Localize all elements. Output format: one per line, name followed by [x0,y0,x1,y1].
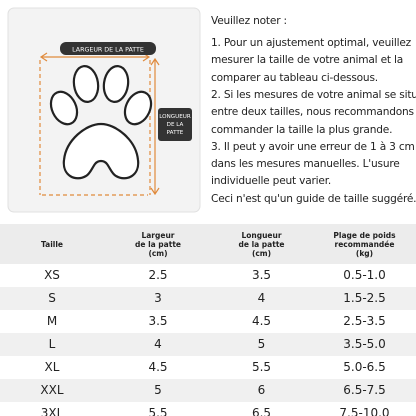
table-cell: 2.5-3.5 [343,314,386,328]
table-cell: 5 [257,337,266,351]
note-line: individuelle peut varier. [211,175,332,188]
table-cell: 4 [257,291,266,305]
note-line: mesurer la taille de votre animal et la [211,54,404,67]
table-cell: M [46,314,58,328]
header-line: (kg) [355,248,374,258]
header-line: Longueur [241,230,282,240]
paw [49,64,153,180]
header-cell: Longueur de la patte (cm) [210,226,313,262]
table-cell: 2.5 [148,268,168,282]
note-line: 1. Pour un ajustement optimal, veuillez [211,37,412,49]
table-cell: XS [44,268,60,282]
note-line: commander la taille la plus grande. [211,123,393,136]
guides [39,52,160,196]
header-line: Plage de poids [333,230,396,240]
table-cell: 1.5-2.5 [343,291,386,305]
table-cell: 3.5 [148,314,168,328]
table-cell: 5.0-6.5 [343,360,386,374]
table-cell: 4.5 [148,360,168,374]
note-line: comparer au tableau ci-dessous. [211,71,378,84]
table-row: M 3.5 4.5 2.5-3.5 [0,310,416,333]
table-cell: L [48,337,56,351]
table-cell: 0.5-1.0 [343,268,386,282]
table-cell: XL [44,360,60,374]
table-cell: 5.5 [148,406,168,416]
header-line: de la patte [135,239,181,249]
table-cell: 6.5 [251,406,272,416]
header-line: (cm) [251,248,272,258]
note-line: dans les mesures manuelles. L'usure [211,158,400,171]
table-header-bg [0,224,416,264]
header-line: de la patte [238,239,285,249]
table-row: S 3 4 1.5-2.5 [0,287,416,310]
table-cell: 5 [154,383,162,397]
header-line: Taille [40,239,63,249]
header-cell: Taille [0,226,104,262]
note-line: Ceci n'est qu'un guide de taille suggéré… [211,192,416,205]
notes-title: Veuillez noter : [211,15,287,27]
table-cell: S [48,291,56,305]
table-cell: XXL [40,383,64,397]
length-label: DE LA [167,122,184,128]
table-row: L 4 5 3.5-5.0 [0,333,416,356]
length-label-bg [158,108,192,141]
table-cell: 3 [154,291,162,305]
note-line: 2. Si les mesures de votre animal se sit… [211,88,416,101]
header-line: Largeur [141,230,175,240]
width-label-bg [60,42,156,55]
width-label: LARGEUR DE LA PATTE [72,47,144,54]
table-row: 3XL 5.5 6.5 7.5-10.0 [0,402,416,416]
table-cell: 5.5 [251,360,272,374]
table-cell: 6.5-7.5 [343,383,386,397]
table-cell: 4.5 [251,314,272,328]
header-cell: Plage de poids recommandée (kg) [313,226,416,262]
table-cell: 3XL [40,406,64,416]
paw-diagram: LARGEUR DE LA PATTE LONGUEUR DE LA PATTE [7,7,201,213]
note-line: entre deux tailles, nous recommandons de [211,106,416,119]
table-cell: 7.5-10.0 [339,406,390,416]
table-cell: 4 [154,337,162,351]
header-cell: Largeur de la patte (cm) [106,226,210,262]
length-label: LONGUEUR [159,114,191,120]
table-cell: 3.5 [251,268,272,282]
table-cell: 6 [257,383,266,397]
length-label: PATTE [167,130,184,136]
table-row: XXL 5 6 6.5-7.5 [0,379,416,402]
table-row: XL 4.5 5.5 5.0-6.5 [0,356,416,379]
diagram-box [7,7,201,213]
header-line: recommandée [334,239,395,249]
header-line: (cm) [148,248,168,258]
table-cell: 3.5-5.0 [343,337,386,351]
note-line: 3. Il peut y avoir une erreur de 1 à 3 c… [211,140,415,153]
table-row: XS 2.5 3.5 0.5-1.0 [0,264,416,287]
